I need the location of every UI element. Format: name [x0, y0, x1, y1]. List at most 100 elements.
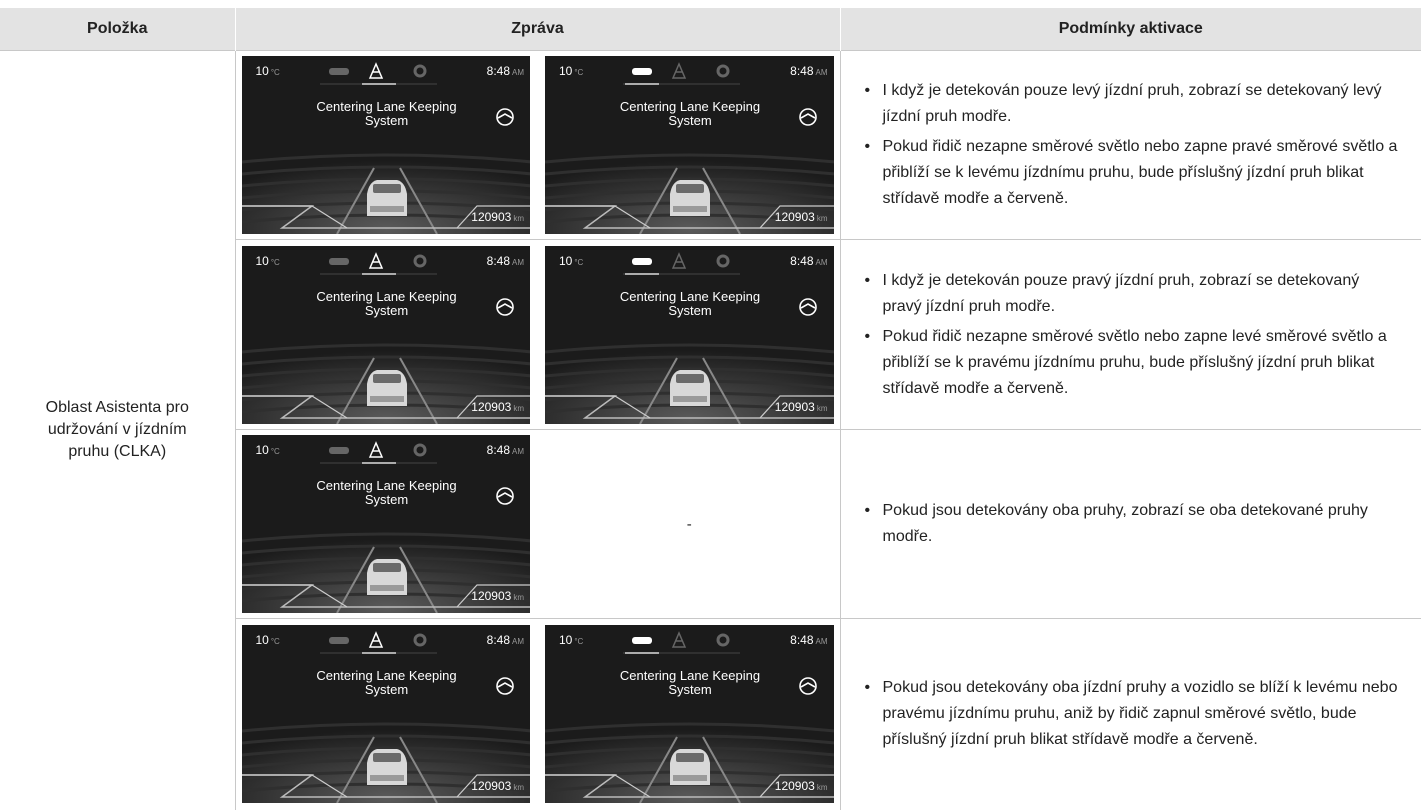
conditions-cell: Pokud jsou detekovány oba pruhy, zobrazí…: [840, 430, 1421, 619]
screen-graphics: [545, 246, 834, 424]
car-window: [676, 374, 704, 383]
car-window: [373, 374, 401, 383]
steering-icon-spoke: [498, 493, 512, 497]
screen-graphics: [242, 56, 531, 234]
car-bumper: [370, 206, 404, 212]
tab-icon-car: [329, 637, 349, 644]
condition-item: Pokud řidič nezapne směrové světlo nebo …: [883, 324, 1402, 402]
clock-suffix: AM: [816, 68, 828, 77]
empty-cell: -: [545, 435, 834, 613]
car-window: [676, 753, 704, 762]
condition-item: Pokud řidič nezapne směrové světlo nebo …: [883, 134, 1402, 212]
screen-message: Centering Lane Keeping System: [302, 290, 472, 318]
tab-icon-settings: [415, 66, 425, 76]
clock-suffix: AM: [512, 258, 524, 267]
temperature-unit: °C: [271, 637, 280, 646]
car-bumper: [370, 585, 404, 591]
odometer-value: 120903: [471, 210, 511, 224]
temperature: 10°C: [256, 254, 280, 268]
temperature-unit: °C: [271, 68, 280, 77]
odometer-unit: km: [817, 214, 828, 223]
clock-time: 8:48: [487, 64, 510, 78]
tab-icon-lane: [673, 64, 685, 78]
tab-icon-lane: [370, 64, 382, 78]
item-cell: Oblast Asistenta pro udržování v jízdním…: [0, 51, 235, 810]
screen-message: Centering Lane Keeping System: [302, 100, 472, 128]
screen-message: Centering Lane Keeping System: [302, 669, 472, 697]
temperature-unit: °C: [271, 447, 280, 456]
steering-icon-spoke: [801, 304, 815, 308]
screen-message: Centering Lane Keeping System: [605, 290, 775, 318]
screen-graphics: [242, 246, 531, 424]
tab-icon-settings: [415, 445, 425, 455]
odometer-unit: km: [513, 214, 524, 223]
temperature-unit: °C: [271, 258, 280, 267]
table-row: Oblast Asistenta pro udržování v jízdním…: [0, 51, 1421, 240]
tab-icon-settings: [718, 256, 728, 266]
clock-time: 8:48: [790, 254, 813, 268]
temperature: 10°C: [256, 633, 280, 647]
steering-icon-spoke: [498, 683, 512, 687]
tab-icon-lane: [370, 443, 382, 457]
header-cell: Položka: [0, 8, 235, 51]
screen-graphics: [545, 56, 834, 234]
steering-icon-spoke: [801, 683, 815, 687]
temperature-value: 10: [559, 64, 572, 78]
table-body: Oblast Asistenta pro udržování v jízdním…: [0, 51, 1421, 810]
condition-list: Pokud jsou detekovány oba pruhy, zobrazí…: [841, 498, 1421, 550]
car-window: [373, 563, 401, 572]
header-row: Položka Zpráva Podmínky aktivace: [0, 8, 1421, 51]
screen-message: Centering Lane Keeping System: [302, 479, 472, 507]
temperature-value: 10: [256, 443, 269, 457]
tab-icon-lane: [673, 254, 685, 268]
clock-time: 8:48: [790, 633, 813, 647]
temperature-unit: °C: [574, 68, 583, 77]
condition-item: I když je detekován pouze pravý jízdní p…: [883, 268, 1402, 320]
car-bumper: [673, 775, 707, 781]
temperature-value: 10: [256, 254, 269, 268]
screen-graphics: [545, 625, 834, 803]
screen-graphics: [242, 435, 531, 613]
tab-icon-settings: [415, 256, 425, 266]
tab-icon-lane: [370, 633, 382, 647]
odometer-unit: km: [513, 783, 524, 792]
odometer-value: 120903: [775, 779, 815, 793]
tab-icon-car: [632, 637, 652, 644]
car-window: [373, 184, 401, 193]
steering-icon-spoke: [801, 114, 815, 118]
temperature: 10°C: [256, 443, 280, 457]
car-window: [373, 753, 401, 762]
temperature-unit: °C: [574, 258, 583, 267]
condition-item: Pokud jsou detekovány oba pruhy, zobrazí…: [883, 498, 1402, 550]
temperature-value: 10: [559, 254, 572, 268]
temperature: 10°C: [256, 64, 280, 78]
clock-suffix: AM: [512, 637, 524, 646]
steering-icon-spoke: [498, 114, 512, 118]
tab-icon-settings: [415, 635, 425, 645]
tab-icon-settings: [718, 635, 728, 645]
temperature-unit: °C: [574, 637, 583, 646]
odometer-value: 120903: [775, 210, 815, 224]
condition-item: I když je detekován pouze levý jízdní pr…: [883, 78, 1402, 130]
car-bumper: [370, 775, 404, 781]
header-cell: Zpráva: [235, 8, 840, 51]
